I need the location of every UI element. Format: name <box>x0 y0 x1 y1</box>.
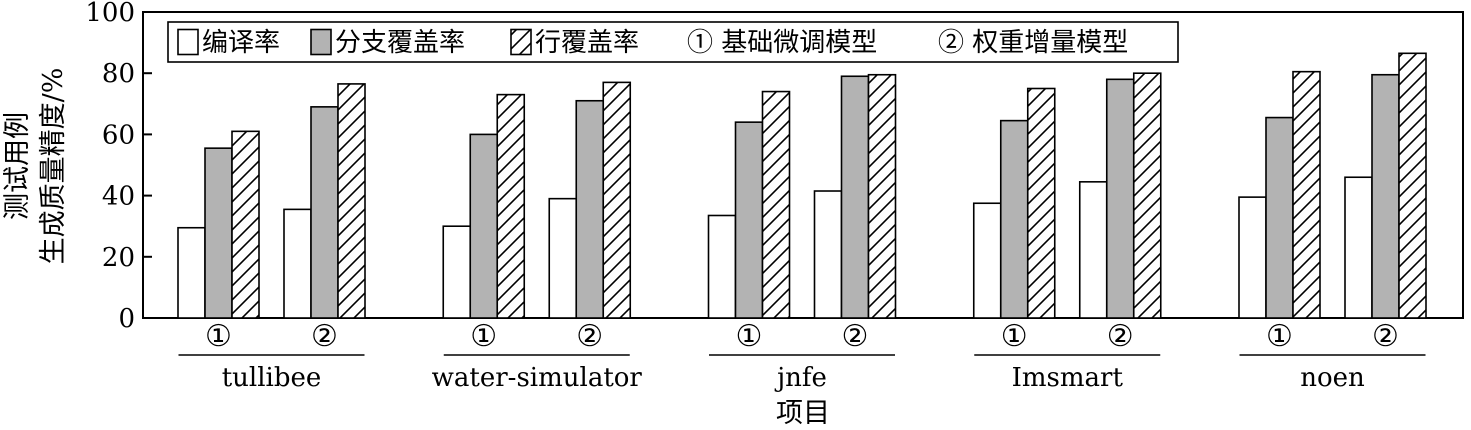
bar-Imsmart-2-编译率 <box>1078 181 1108 319</box>
bar-water-simulator-2-行覆盖率 <box>602 81 632 319</box>
legend-label: 分支覆盖率 <box>335 28 465 58</box>
bar-jnfe-1-编译率 <box>707 214 737 319</box>
y-axis-title-line: 测试用例 <box>2 112 33 220</box>
axis-titles-layer: 项目 测试用例 生成质量精度/% <box>2 68 830 429</box>
legend-swatch-white <box>177 28 199 56</box>
model-marker-label: ① <box>205 319 232 354</box>
model-marker-label: ② <box>576 319 603 354</box>
bar-tullibee-1-行覆盖率 <box>231 130 260 319</box>
bar-water-simulator-2-编译率 <box>548 197 578 319</box>
bar-water-simulator-1-分支覆盖率 <box>469 133 499 319</box>
bar-jnfe-1-行覆盖率 <box>761 90 791 319</box>
bar-water-simulator-2-分支覆盖率 <box>575 99 605 319</box>
x-axis-title: 项目 <box>776 398 830 429</box>
model-marker-label: ① <box>1266 319 1293 354</box>
bar-jnfe-1-分支覆盖率 <box>734 121 764 319</box>
bar-tullibee-2-编译率 <box>283 208 312 319</box>
model-marker-label: ② <box>842 319 869 354</box>
bar-jnfe-2-编译率 <box>813 190 843 319</box>
bar-tullibee-2-分支覆盖率 <box>310 106 339 319</box>
project-label: Imsmart <box>1012 363 1124 393</box>
bar-Imsmart-2-行覆盖率 <box>1132 72 1162 319</box>
project-label: water-simulator <box>432 363 643 393</box>
bar-jnfe-2-分支覆盖率 <box>840 75 870 319</box>
bar-Imsmart-1-分支覆盖率 <box>999 119 1029 319</box>
legend-model-label: ① 基础微调模型 <box>687 28 877 58</box>
bar-Imsmart-2-分支覆盖率 <box>1105 78 1135 319</box>
bar-water-simulator-1-行覆盖率 <box>496 93 526 319</box>
model-marker-label: ① <box>736 319 763 354</box>
project-label: tullibee <box>222 363 322 393</box>
y-tick-label: 100 <box>85 0 135 28</box>
legend-swatch-gray <box>310 28 332 56</box>
y-tick-label: 40 <box>102 182 135 212</box>
model-marker-label: ② <box>1372 319 1399 354</box>
y-tick-label: 0 <box>118 304 135 334</box>
model-marker-label: ② <box>311 319 338 354</box>
project-label: jnfe <box>774 363 827 393</box>
legend-swatch-hatch <box>510 28 532 56</box>
bar-water-simulator-1-编译率 <box>442 225 472 319</box>
model-marker-label: ① <box>470 319 497 354</box>
bar-tullibee-1-编译率 <box>177 226 206 319</box>
x-axis-labels-layer: ① ② tullibee ① ② water-simulator ① ② jnfe ① ② Imsma… <box>178 319 1426 393</box>
y-tick-label: 20 <box>102 243 135 273</box>
legend: 编译率 分支覆盖率 行覆盖率 ① 基础微调模型 ② 权重增量模型 <box>167 21 1179 63</box>
bar-noen-1-行覆盖率 <box>1292 70 1321 319</box>
legend-box <box>167 21 1179 63</box>
y-axis-title-line: 生成质量精度/% <box>38 68 69 265</box>
bar-noen-1-编译率 <box>1238 196 1267 319</box>
legend-model-label: ② 权重增量模型 <box>938 28 1128 58</box>
bar-tullibee-2-行覆盖率 <box>337 83 366 319</box>
project-label: noen <box>1300 363 1365 393</box>
bar-tullibee-1-分支覆盖率 <box>204 147 233 319</box>
legend-label: 行覆盖率 <box>535 28 639 58</box>
bar-jnfe-2-行覆盖率 <box>867 73 897 319</box>
bar-noen-1-分支覆盖率 <box>1265 116 1294 319</box>
bars-layer <box>177 52 1427 319</box>
bar-Imsmart-1-编译率 <box>972 202 1002 319</box>
bar-noen-2-编译率 <box>1344 176 1373 319</box>
bar-Imsmart-1-行覆盖率 <box>1026 87 1056 319</box>
model-marker-label: ② <box>1107 319 1134 354</box>
model-marker-label: ① <box>1001 319 1028 354</box>
y-tick-label: 80 <box>102 59 135 89</box>
plot-frame <box>142 11 1464 319</box>
bar-noen-2-行覆盖率 <box>1398 52 1427 319</box>
bar-noen-2-分支覆盖率 <box>1371 73 1400 319</box>
axes-layer: 0 20 40 60 80 100 <box>85 0 1464 334</box>
legend-label: 编译率 <box>202 28 280 58</box>
y-tick-label: 60 <box>102 120 135 150</box>
